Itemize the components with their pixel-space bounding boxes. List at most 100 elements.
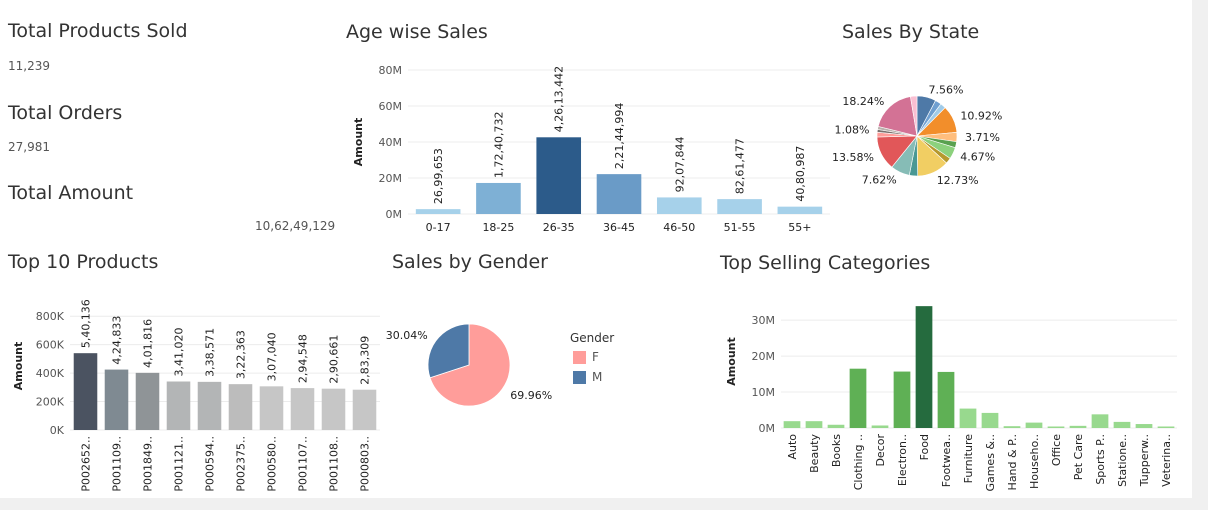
sales-by-state-chart: 7.56% 10.92% 3.71% 4.67% 12.73% 7.62% 13.58% 1.… (832, 83, 1002, 187)
y-tick-label: 20M (752, 350, 776, 363)
x-tick-label: 18-25 (482, 221, 514, 234)
x-tick-label: Office (1050, 434, 1063, 466)
slice-label: 13.58% (832, 151, 874, 164)
legend-label-female: F (592, 350, 599, 364)
x-tick-label: Pet Care (1072, 434, 1085, 481)
data-label: 3,07,040 (266, 332, 279, 381)
legend-swatch-male (573, 370, 586, 384)
bar (959, 408, 977, 428)
bar (849, 368, 867, 428)
x-tick-label: P001108.. (328, 436, 341, 492)
bar (290, 388, 315, 430)
y-tick-label: 0K (50, 424, 65, 437)
bar (352, 389, 377, 430)
data-label: 4,24,833 (111, 316, 124, 365)
x-tick-label: P002375.. (235, 436, 248, 492)
x-tick-label: Sports P.. (1094, 434, 1107, 485)
y-tick-label: 600K (36, 339, 65, 352)
kpi-products-sold-title: Total Products Sold (8, 20, 188, 42)
gender-legend-title: Gender (570, 331, 615, 345)
data-label: 4,26,13,442 (553, 66, 566, 132)
bar (135, 372, 160, 430)
kpi-products-sold-value: 11,239 (8, 59, 50, 73)
slice-label: 4.67% (960, 151, 995, 164)
x-tick-label: Househo.. (1028, 434, 1041, 489)
kpi-orders-value: 27,981 (8, 140, 50, 154)
x-tick-label: P001849.. (142, 436, 155, 492)
data-label: 2,90,661 (328, 335, 341, 384)
x-tick-label: P001109.. (111, 436, 124, 492)
x-tick-label: P001121.. (173, 436, 186, 492)
bar (915, 306, 933, 428)
x-tick-label: Tupperw.. (1138, 434, 1151, 487)
bar (415, 209, 461, 214)
age-chart-title: Age wise Sales (346, 21, 488, 43)
bar (1069, 425, 1087, 428)
slice-label: 12.73% (937, 174, 979, 187)
y-tick-label: 80M (379, 64, 403, 77)
bar (197, 381, 222, 430)
data-label: 4,01,816 (142, 319, 155, 368)
bar (104, 369, 129, 430)
y-axis-title: Amount (12, 342, 25, 390)
y-tick-label: 400K (36, 367, 65, 380)
bar (871, 425, 889, 428)
slice-label: 69.96% (510, 389, 552, 402)
legend-label-male: M (592, 370, 603, 384)
bar (536, 137, 582, 214)
pie-slice (877, 96, 918, 137)
slice-label: 7.62% (862, 173, 897, 186)
bar (1113, 421, 1131, 428)
slice-label: 10.92% (960, 110, 1002, 123)
gender-chart-title: Sales by Gender (392, 251, 548, 273)
y-tick-label: 60M (379, 100, 403, 113)
slice-label: 7.56% (928, 83, 963, 96)
dashboard: Total Products Sold 11,239 Total Orders … (0, 0, 1192, 498)
products-chart-title: Top 10 Products (8, 251, 159, 273)
kpi-orders-title: Total Orders (8, 102, 123, 124)
x-tick-label: Electron.. (896, 434, 909, 486)
x-tick-label: Footwea.. (940, 434, 953, 487)
bar (1003, 426, 1021, 428)
y-tick-label: 40M (379, 136, 403, 149)
age-wise-sales-chart: 0M 20M 40M 60M 80M Amount 26,99,653 0-17 1,72,40… (352, 64, 830, 234)
data-label: 40,80,987 (794, 146, 807, 202)
y-tick-label: 800K (36, 310, 65, 323)
legend-item-male: M (573, 370, 602, 384)
x-tick-label: P000580.. (266, 436, 279, 492)
data-label: 1,72,40,732 (492, 111, 505, 177)
bar (717, 199, 762, 214)
data-label: 3,38,571 (204, 328, 217, 377)
bar (1135, 424, 1153, 428)
data-label: 2,94,548 (297, 334, 310, 383)
x-tick-label: Games &.. (984, 434, 997, 492)
data-label: 92,07,844 (673, 136, 686, 192)
bar (805, 421, 823, 428)
bar (1157, 426, 1175, 428)
bar (259, 386, 284, 430)
x-tick-label: Auto (786, 434, 799, 460)
y-axis-title: Amount (352, 118, 365, 166)
x-tick-label: Food (918, 434, 931, 460)
x-tick-label: Decor (874, 434, 887, 467)
y-tick-label: 20M (379, 172, 403, 185)
data-label: 2,21,44,994 (613, 103, 626, 169)
bar (1047, 426, 1065, 428)
slice-label: 1.08% (834, 124, 869, 137)
data-label: 82,61,477 (734, 138, 747, 194)
x-tick-label: Statione.. (1116, 434, 1129, 487)
x-tick-label: Hand & P.. (1006, 434, 1019, 490)
top-categories-chart: 0M 10M 20M 30M Amount Auto Beauty Books Clothing… (725, 306, 1177, 492)
bar (777, 206, 823, 214)
data-label: 2,83,309 (359, 336, 372, 385)
x-tick-label: Clothing .. (852, 434, 865, 490)
y-tick-label: 30M (752, 314, 776, 327)
bar (783, 421, 801, 428)
x-tick-label: Veterina.. (1160, 434, 1173, 487)
bar (73, 353, 98, 430)
bar (827, 424, 845, 428)
y-tick-label: 0M (759, 422, 776, 435)
x-tick-label: P001107.. (297, 436, 310, 492)
pie-slice (429, 323, 511, 407)
x-tick-label: P002652.. (80, 436, 93, 492)
